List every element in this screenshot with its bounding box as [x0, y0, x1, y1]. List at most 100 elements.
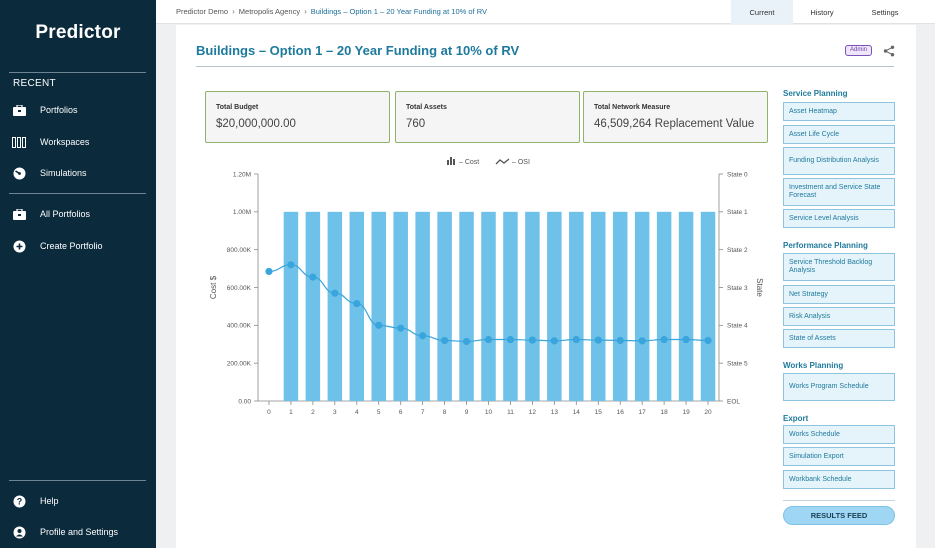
app-logo[interactable]: Predictor — [35, 22, 121, 43]
kpi-value: 760 — [406, 118, 426, 130]
breadcrumb-item-current[interactable]: Buildings – Option 1 – 20 Year Funding a… — [310, 7, 487, 16]
legend-osi-label: – OSI — [512, 159, 530, 166]
osi-point — [572, 335, 580, 344]
tab-history[interactable]: History — [810, 7, 834, 17]
sidebar-divider — [9, 193, 146, 194]
service-threshold-backlog-analysis-button[interactable]: Service Threshold Backlog Analysis — [783, 253, 895, 281]
chart-bar — [481, 211, 496, 401]
sidebar-item-all-portfolios[interactable]: All Portfolios — [0, 202, 156, 226]
kpi-total-assets: Total Assets 760 — [395, 91, 580, 143]
funding-distribution-analysis-button[interactable]: Funding Distribution Analysis — [783, 147, 895, 175]
x-tick-label: 20 — [704, 409, 712, 416]
chart-bar — [415, 211, 430, 401]
sidebar-item-create-portfolio[interactable]: Create Portfolio — [0, 234, 156, 258]
state-of-assets-button[interactable]: State of Assets — [783, 329, 895, 348]
x-tick-label: 1 — [289, 409, 293, 416]
x-tick-label: 8 — [443, 409, 447, 416]
export-heading: Export — [783, 414, 809, 423]
breadcrumb: Predictor Demo › Metropolis Agency › Bui… — [176, 7, 487, 16]
osi-point — [506, 335, 515, 344]
osi-point — [462, 337, 471, 346]
simulation-export-button[interactable]: Simulation Export — [783, 447, 895, 466]
kpi-total-budget: Total Budget $20,000,000.00 — [205, 91, 390, 143]
results-feed-button[interactable]: RESULTS FEED — [783, 506, 895, 525]
sidebar-divider — [9, 480, 146, 481]
osi-point — [484, 335, 493, 344]
share-icon[interactable] — [883, 44, 895, 57]
sidebar-item-label: Help — [40, 496, 59, 506]
risk-analysis-button[interactable]: Risk Analysis — [783, 307, 895, 326]
x-tick-label: 9 — [465, 409, 469, 416]
x-tick-label: 15 — [595, 409, 603, 416]
svg-text:?: ? — [16, 496, 22, 506]
legend-bar-icon — [450, 157, 452, 165]
sidebar-item-label: Create Portfolio — [40, 241, 103, 251]
tab-settings[interactable]: Settings — [871, 7, 899, 17]
x-tick-label: 16 — [617, 409, 625, 416]
briefcase-icon — [12, 207, 26, 221]
gauge-icon — [12, 166, 26, 180]
x-tick-label: 19 — [682, 409, 690, 416]
top-bar: Predictor Demo › Metropolis Agency › Bui… — [156, 0, 935, 24]
user-icon — [12, 525, 26, 539]
admin-badge: Admin — [845, 45, 873, 56]
kpi-label: Total Network Measure — [594, 104, 671, 111]
y-tick-label-right: State 3 — [727, 285, 748, 292]
y-tick-label-right: State 5 — [727, 360, 748, 367]
osi-point — [265, 267, 273, 276]
kpi-total-network-measure: Total Network Measure 46,509,264 Replace… — [583, 91, 768, 143]
x-tick-label: 13 — [551, 409, 559, 416]
sidebar-item-profile[interactable]: Profile and Settings — [0, 520, 156, 544]
x-tick-label: 2 — [311, 409, 315, 416]
sidebar-item-label: Profile and Settings — [40, 527, 119, 537]
net-strategy-button[interactable]: Net Strategy — [783, 285, 895, 304]
chart-bar — [700, 211, 716, 401]
osi-point — [704, 336, 712, 345]
y-tick-label-left: 1.00M — [233, 209, 251, 216]
tab-current[interactable]: Current — [731, 0, 793, 24]
y-tick-label-left: 200.00K — [227, 360, 252, 367]
workbank-schedule-button[interactable]: Workbank Schedule — [783, 470, 895, 489]
sidebar-item-help[interactable]: ? Help — [0, 489, 156, 513]
service-level-analysis-button[interactable]: Service Level Analysis — [783, 209, 895, 228]
works-schedule-button[interactable]: Works Schedule — [783, 425, 895, 444]
y-tick-label-left: 800.00K — [227, 247, 252, 254]
y-tick-label-left: 400.00K — [227, 323, 252, 330]
asset-heatmap-button[interactable]: Asset Heatmap — [783, 102, 895, 121]
help-icon: ? — [12, 494, 26, 508]
osi-point — [287, 261, 295, 269]
columns-icon — [12, 135, 26, 149]
osi-point — [528, 336, 537, 344]
investment-service-state-forecast-button[interactable]: Investment and Service State Forecast — [783, 178, 895, 206]
chart-bar — [459, 211, 474, 401]
sidebar: Predictor RECENT Portfolios Workspaces S… — [0, 0, 156, 548]
sidebar-item-workspaces[interactable]: Workspaces — [0, 130, 156, 154]
x-tick-label: 18 — [661, 409, 669, 416]
y-tick-label-right: State 2 — [727, 247, 748, 254]
x-tick-label: 5 — [377, 409, 381, 416]
x-tick-label: 12 — [529, 409, 537, 416]
osi-point — [594, 336, 602, 344]
sidebar-item-portfolios[interactable]: Portfolios — [0, 98, 156, 122]
breadcrumb-item[interactable]: Metropolis Agency — [238, 7, 301, 16]
osi-point — [397, 324, 405, 332]
breadcrumb-item[interactable]: Predictor Demo — [176, 7, 229, 16]
sidebar-item-label: Portfolios — [40, 105, 78, 115]
y-tick-label-right: State 4 — [727, 323, 748, 330]
sidebar-item-simulations[interactable]: Simulations — [0, 161, 156, 185]
works-program-schedule-button[interactable]: Works Program Schedule — [783, 373, 895, 401]
briefcase-icon — [12, 103, 26, 117]
chart-bar — [327, 211, 343, 401]
chart-bar — [437, 211, 452, 401]
osi-point — [331, 289, 339, 297]
x-tick-label: 11 — [507, 409, 514, 416]
right-nav-divider — [783, 500, 895, 501]
sidebar-item-label: All Portfolios — [40, 209, 91, 219]
legend-line-icon — [495, 158, 510, 165]
legend-cost-label: – Cost — [459, 159, 479, 166]
service-planning-heading: Service Planning — [783, 89, 848, 98]
asset-life-cycle-button[interactable]: Asset Life Cycle — [783, 125, 895, 144]
x-tick-label: 17 — [639, 409, 647, 416]
x-tick-label: 6 — [399, 409, 403, 416]
legend-bar-icon — [447, 160, 449, 165]
